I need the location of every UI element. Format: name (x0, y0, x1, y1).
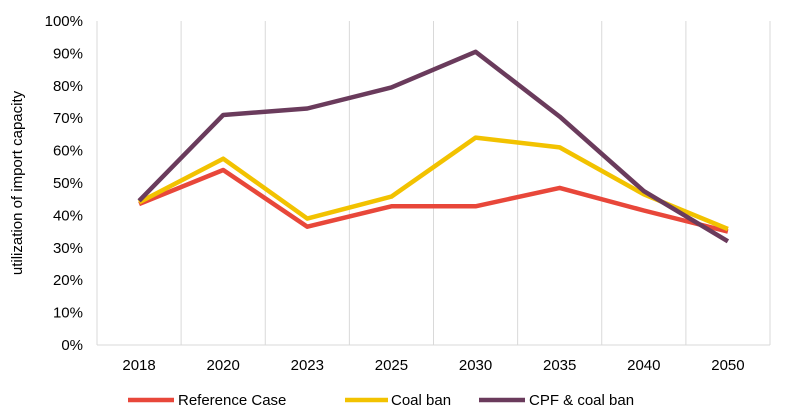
grid-layer (96, 21, 771, 345)
x-tick-label: 2023 (291, 357, 324, 374)
legend-label-1: Reference Case (178, 392, 286, 409)
legend: Reference Case Coal ban CPF & coal ban (128, 392, 634, 409)
series-line-2 (138, 135, 729, 232)
series-line-3 (137, 49, 730, 244)
series-layer (137, 49, 730, 244)
y-tick-label: 50% (53, 175, 83, 192)
y-tick-label: 60% (53, 143, 83, 160)
y-tick-label: 20% (53, 272, 83, 289)
y-axis-title: utilization of import capacity (9, 90, 26, 275)
x-tick-label: 2035 (543, 357, 576, 374)
legend-label-3: CPF & coal ban (529, 392, 634, 409)
y-tick-label: 40% (53, 207, 83, 224)
legend-label-2: Coal ban (391, 392, 451, 409)
series-line-1 (138, 167, 729, 234)
x-tick-label: 2040 (627, 357, 660, 374)
y-tick-label: 100% (45, 13, 83, 30)
y-tick-label: 0% (61, 337, 83, 354)
y-tick-label: 90% (53, 45, 83, 62)
y-tick-label: 80% (53, 78, 83, 95)
x-tick-label: 2050 (711, 357, 744, 374)
y-tick-label: 70% (53, 110, 83, 127)
x-tick-label: 2030 (459, 357, 492, 374)
y-tick-label: 10% (53, 305, 83, 322)
y-tick-label: 30% (53, 240, 83, 257)
x-tick-label: 2020 (207, 357, 240, 374)
x-tick-label: 2025 (375, 357, 408, 374)
tick-layer: 0% 10% 20% 30% 40% 50% 60% 70% 80% 90% 100% 2018 202… (45, 13, 745, 374)
x-tick-label: 2018 (122, 357, 155, 374)
